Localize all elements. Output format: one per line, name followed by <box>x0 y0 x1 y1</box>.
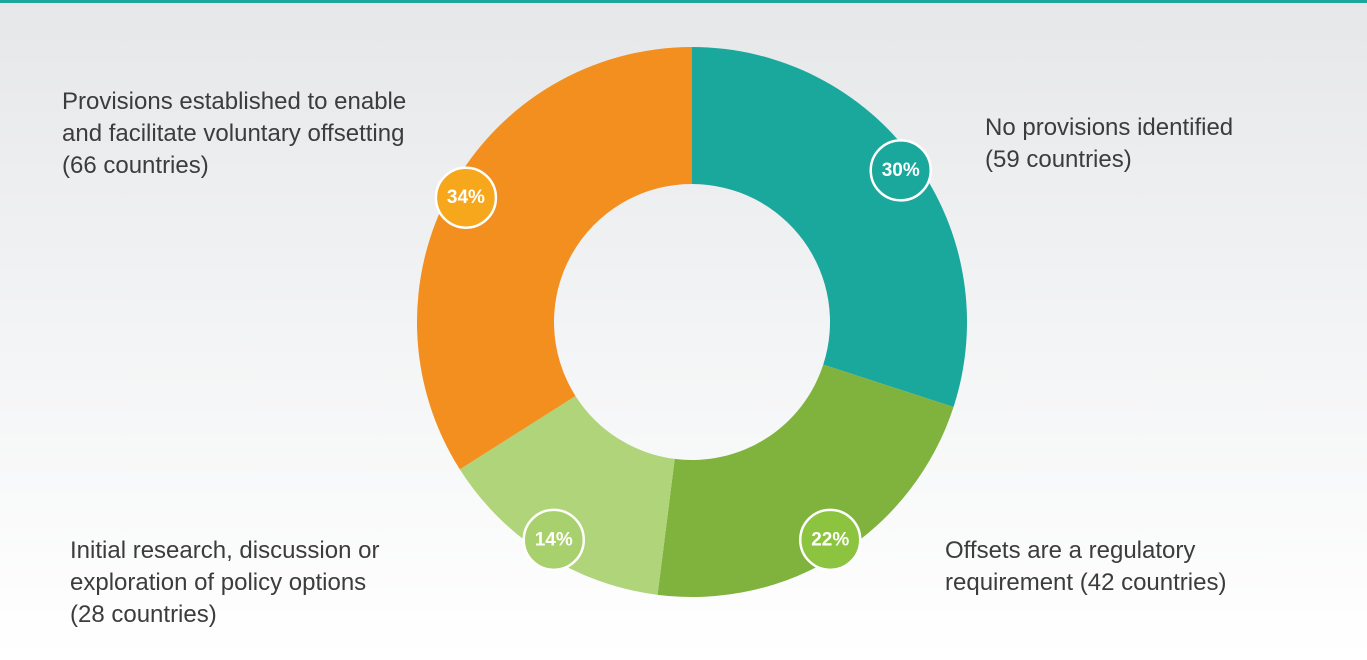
category-label: Provisions established to enable and fac… <box>62 88 407 179</box>
value-label: 34% <box>447 187 485 208</box>
value-badge <box>798 508 862 572</box>
top-rule <box>0 0 1367 3</box>
donut-segment <box>657 364 954 597</box>
category-label: Offsets are a regulatory requirement (42… <box>945 537 1227 596</box>
value-label: 14% <box>535 529 573 550</box>
category-label: No provisions identified (59 countries) <box>985 114 1234 173</box>
value-badge <box>869 139 932 202</box>
value-badge <box>522 508 586 572</box>
donut-segment <box>417 47 692 470</box>
donut-segment <box>459 395 675 595</box>
category-label: Initial research, discussion or explorat… <box>70 537 380 628</box>
donut-segment <box>692 47 967 407</box>
value-label: 22% <box>811 529 849 550</box>
value-label: 30% <box>882 160 920 181</box>
value-badge <box>434 166 498 229</box>
